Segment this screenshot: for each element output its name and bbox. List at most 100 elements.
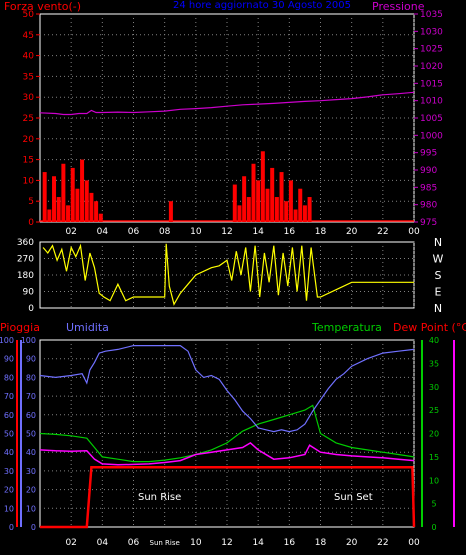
x-tick-label: 22 [377, 227, 388, 237]
rain-axis-label: Pioggia [0, 321, 40, 334]
x-tick-label: 00 [408, 227, 420, 237]
wind-bar [288, 180, 293, 222]
rain-tick-label: 0 [9, 523, 14, 532]
rain-tick-label: 50 [4, 430, 14, 439]
x-tick-label: 04 [97, 538, 109, 548]
wind-bar [251, 163, 256, 222]
y-right-tick-label: 990 [420, 166, 437, 176]
y-right-tick-label: 980 [420, 201, 437, 211]
x-tick-label: 08 [159, 227, 171, 237]
temperature-tick-label: 20 [429, 430, 439, 439]
y-right-tick-label: 1020 [420, 62, 443, 72]
wind-bar [270, 167, 275, 222]
wind-bar [84, 180, 89, 222]
wind-bar [232, 184, 237, 222]
wind-bar [47, 209, 52, 222]
humidity-tick-label: 60 [26, 411, 36, 420]
y-left-tick-label: 360 [17, 238, 34, 248]
humidity-line [39, 345, 415, 433]
rain-tick-label: 100 [0, 336, 14, 345]
temperature-tick-label: 30 [429, 383, 439, 392]
y-left-tick-label: 5 [28, 197, 34, 207]
wind-bar [274, 197, 279, 222]
y-left-tick-label: 0 [28, 218, 34, 228]
wind-bar [307, 197, 312, 222]
compass-label: N [434, 236, 442, 249]
wind-bar [242, 176, 247, 222]
wind-pressure-panel: 0510152025303540455097598098599099510001… [23, 10, 444, 237]
compass-label: N [434, 302, 442, 315]
rain-tick-label: 90 [4, 355, 14, 364]
y-left-tick-label: 50 [23, 10, 35, 20]
y-left-tick-label: 90 [23, 288, 35, 298]
y-left-tick-label: 20 [23, 135, 35, 145]
wind-bar [279, 172, 284, 222]
y-right-tick-label: 995 [420, 149, 437, 159]
x-tick-label: 18 [315, 538, 327, 548]
humidity-tick-label: 20 [26, 486, 36, 495]
x-tick-label: 22 [377, 538, 388, 548]
y-right-tick-label: 1010 [420, 97, 443, 107]
x-tick-label: 18 [315, 227, 327, 237]
pressure-axis-label: Pressione [372, 0, 425, 13]
temperature-tick-label: 40 [429, 336, 439, 345]
temperature-tick-label: 25 [429, 406, 439, 415]
wind-bar [246, 197, 251, 222]
y-left-tick-label: 15 [23, 156, 34, 166]
y-right-tick-label: 1035 [420, 10, 443, 20]
x-tick-label: 02 [65, 227, 76, 237]
wind-bar [302, 205, 307, 222]
x-tick-label: 00 [408, 538, 420, 548]
x-tick-label: 06 [128, 538, 140, 548]
y-left-tick-label: 25 [23, 114, 34, 124]
wind-bar [42, 172, 47, 222]
y-left-tick-label: 10 [23, 176, 35, 186]
y-right-tick-label: 975 [420, 218, 437, 228]
rain-tick-label: 10 [4, 504, 14, 513]
sunset-label: Sun Set [334, 492, 373, 503]
wind-bar [256, 180, 261, 222]
humidity-tick-label: 100 [21, 336, 36, 345]
rain-tick-label: 60 [4, 411, 14, 420]
wind-bar [298, 188, 303, 222]
wind-bar [260, 151, 265, 222]
wind-bar [168, 201, 173, 222]
wind-bar [70, 167, 75, 222]
wind-bar [80, 159, 85, 222]
wind-bar [56, 197, 61, 222]
temperature-tick-label: 0 [431, 523, 436, 532]
y-right-tick-label: 1005 [420, 114, 443, 124]
y-right-tick-label: 1025 [420, 45, 443, 55]
humidity-tick-label: 80 [26, 373, 36, 382]
wind-axis-label: Forza vento(-) [4, 0, 81, 13]
x-tick-label: 14 [252, 538, 264, 548]
humidity-tick-label: 30 [26, 467, 36, 476]
compass-label: W [433, 253, 444, 266]
compass-label: S [435, 269, 442, 282]
temperature-tick-label: 15 [429, 453, 439, 462]
wind-bar [94, 201, 99, 222]
wind-bar [52, 176, 57, 222]
rain-line [40, 465, 416, 529]
chart-title: 24 hore aggiornato 30 Agosto 2005 [173, 0, 351, 11]
x-tick-label: 02 [65, 538, 76, 548]
humidity-tick-label: 50 [26, 430, 36, 439]
x-tick-label: 14 [252, 227, 264, 237]
y-right-tick-label: 1000 [420, 131, 443, 141]
x-tick-label: 12 [221, 538, 232, 548]
x-tick-label: 12 [221, 227, 232, 237]
y-left-tick-label: 45 [23, 31, 34, 41]
y-left-tick-label: 180 [17, 271, 34, 281]
rain-tick-label: 30 [4, 467, 14, 476]
y-left-tick-label: 35 [23, 72, 34, 82]
x-tick-label: Sun Rise [150, 539, 180, 547]
wind-bar [293, 209, 298, 222]
x-tick-label: 10 [190, 538, 202, 548]
sunrise-label: Sun Rise [138, 492, 181, 503]
dewpoint-line [39, 441, 415, 466]
y-left-tick-label: 40 [23, 52, 35, 62]
temperature-tick-label: 10 [429, 476, 439, 485]
direction-line [42, 243, 414, 306]
